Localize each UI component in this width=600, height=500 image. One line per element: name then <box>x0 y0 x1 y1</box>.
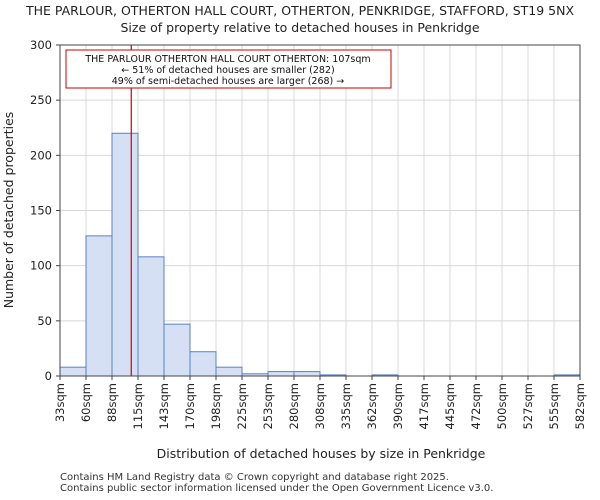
y-tick-label: 250 <box>30 93 52 107</box>
histogram-bar <box>163 323 191 377</box>
annotation-line-1: THE PARLOUR OTHERTON HALL COURT OTHERTON… <box>84 54 370 65</box>
chart-title: THE PARLOUR, OTHERTON HALL COURT, OTHERT… <box>25 3 575 18</box>
histogram-bar <box>111 132 139 377</box>
x-tick-label: 143sqm <box>157 383 171 429</box>
x-tick-label: 500sqm <box>495 383 509 429</box>
histogram-bar <box>189 351 217 377</box>
histogram-bar <box>85 235 113 377</box>
y-axis-title-group: Number of detached properties <box>1 112 16 309</box>
y-tick-label: 150 <box>30 204 52 218</box>
x-tick-label: 362sqm <box>365 383 379 429</box>
annotation-line-3: 49% of semi-detached houses are larger (… <box>112 76 345 87</box>
x-tick-label: 390sqm <box>391 383 405 429</box>
x-tick-label: 115sqm <box>131 383 145 429</box>
x-tick-label: 417sqm <box>417 383 431 429</box>
x-tick-label: 527sqm <box>521 383 535 429</box>
histogram-bar <box>215 366 243 377</box>
x-tick-label: 33sqm <box>53 383 67 422</box>
bars-layer <box>59 132 581 377</box>
y-tick-label: 100 <box>30 259 52 273</box>
x-tick-label: 445sqm <box>443 383 457 429</box>
x-tick-label: 582sqm <box>573 383 587 429</box>
footer: Contains HM Land Registry data © Crown c… <box>60 472 493 494</box>
histogram-bar <box>59 366 87 377</box>
x-tick-label: 170sqm <box>183 383 197 429</box>
y-tick-label: 0 <box>45 369 52 383</box>
y-tick-label: 200 <box>30 148 52 162</box>
histogram-bar <box>267 371 295 377</box>
x-tick-label: 198sqm <box>209 383 223 429</box>
y-tick-label: 300 <box>30 38 52 52</box>
x-tick-label: 253sqm <box>261 383 275 429</box>
axes-layer: 0 50 100 150 200 250 300 33sqm 60sqm 88sqm 115sqm 1… <box>30 38 587 429</box>
footer-line-2: Contains public sector information licen… <box>60 483 494 494</box>
y-axis-title: Number of detached properties <box>1 112 16 309</box>
annotation-line-2: ← 51% of detached houses are smaller (28… <box>121 65 334 76</box>
annotation-box: THE PARLOUR OTHERTON HALL COURT OTHERTON… <box>65 49 392 89</box>
histogram-bar <box>137 256 165 377</box>
chart-subtitle: Size of property relative to detached ho… <box>120 20 480 35</box>
x-tick-label: 88sqm <box>105 383 119 422</box>
x-tick-label: 60sqm <box>79 383 93 422</box>
histogram-bar <box>293 371 321 377</box>
footer-line-1: Contains HM Land Registry data © Crown c… <box>60 472 449 483</box>
x-tick-label: 472sqm <box>469 383 483 429</box>
y-tick-label: 50 <box>37 314 52 328</box>
x-axis-title: Distribution of detached houses by size … <box>157 446 486 461</box>
annotation-frame <box>65 49 392 89</box>
x-tick-label: 308sqm <box>313 383 327 429</box>
x-tick-label: 280sqm <box>287 383 301 429</box>
x-tick-label: 555sqm <box>547 383 561 429</box>
x-tick-label: 335sqm <box>339 383 353 429</box>
x-tick-label: 225sqm <box>235 383 249 429</box>
chart-title-block: THE PARLOUR, OTHERTON HALL COURT, OTHERT… <box>0 2 600 36</box>
plot-frame <box>59 44 581 377</box>
